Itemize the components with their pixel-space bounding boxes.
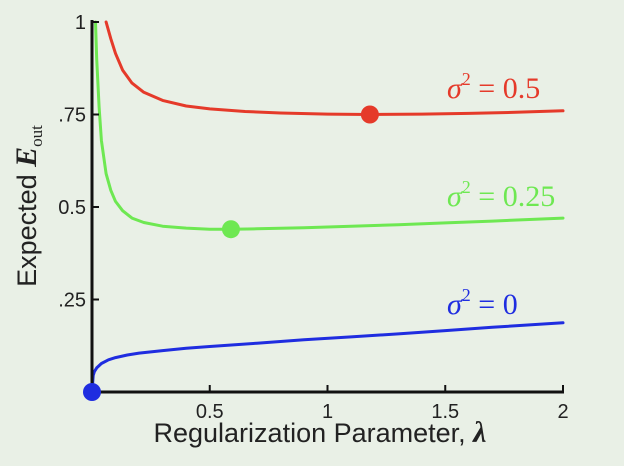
series-label: σ2 = 0.5 xyxy=(447,69,540,105)
y-tick-label: 1 xyxy=(75,12,86,34)
series-label-symbol: σ xyxy=(447,72,463,105)
x-tick-label: 1 xyxy=(322,401,333,423)
series-label-superscript: 2 xyxy=(462,177,471,197)
x-tick-label: 0.5 xyxy=(196,401,224,423)
y-tick-label: .25 xyxy=(58,290,86,312)
x-tick-label: 2 xyxy=(557,401,568,423)
minimum-point xyxy=(83,383,101,401)
y-tick-label: .75 xyxy=(58,105,86,127)
minimum-point xyxy=(360,105,379,124)
series-label: σ2 = 0 xyxy=(447,285,518,321)
series-label-symbol: σ xyxy=(447,288,463,321)
minimum-point xyxy=(221,220,240,239)
series-label-value: = 0.5 xyxy=(471,72,540,105)
x-axis-title-symbol: λ xyxy=(471,416,486,449)
y-axis-title-main: Expected xyxy=(12,167,42,287)
series-curves xyxy=(90,20,565,394)
series-label-superscript: 2 xyxy=(462,69,471,89)
series-label: σ2 = 0.25 xyxy=(447,177,555,213)
axis-ticks: 0.5 1 1.5 2 .25 0.5 .75 1 xyxy=(58,12,568,423)
series-label-symbol: σ xyxy=(447,180,463,213)
y-axis-title-symbol: E xyxy=(10,147,43,168)
series-line xyxy=(90,321,565,394)
x-axis-title: Regularization Parameter, λ xyxy=(154,416,487,449)
y-axis-title-subscript: out xyxy=(27,125,46,147)
series-label-value: = 0.25 xyxy=(471,180,555,213)
x-axis-title-main: Regularization Parameter, xyxy=(154,418,474,448)
y-axis-title: Expected Eout xyxy=(10,125,46,287)
series-line xyxy=(94,20,565,231)
x-tick-label: 1.5 xyxy=(431,401,459,423)
series-label-superscript: 2 xyxy=(462,285,471,305)
series-label-value: = 0 xyxy=(471,288,518,321)
minimum-points xyxy=(83,105,379,401)
series-line xyxy=(104,20,565,116)
y-tick-label: 0.5 xyxy=(58,197,86,219)
